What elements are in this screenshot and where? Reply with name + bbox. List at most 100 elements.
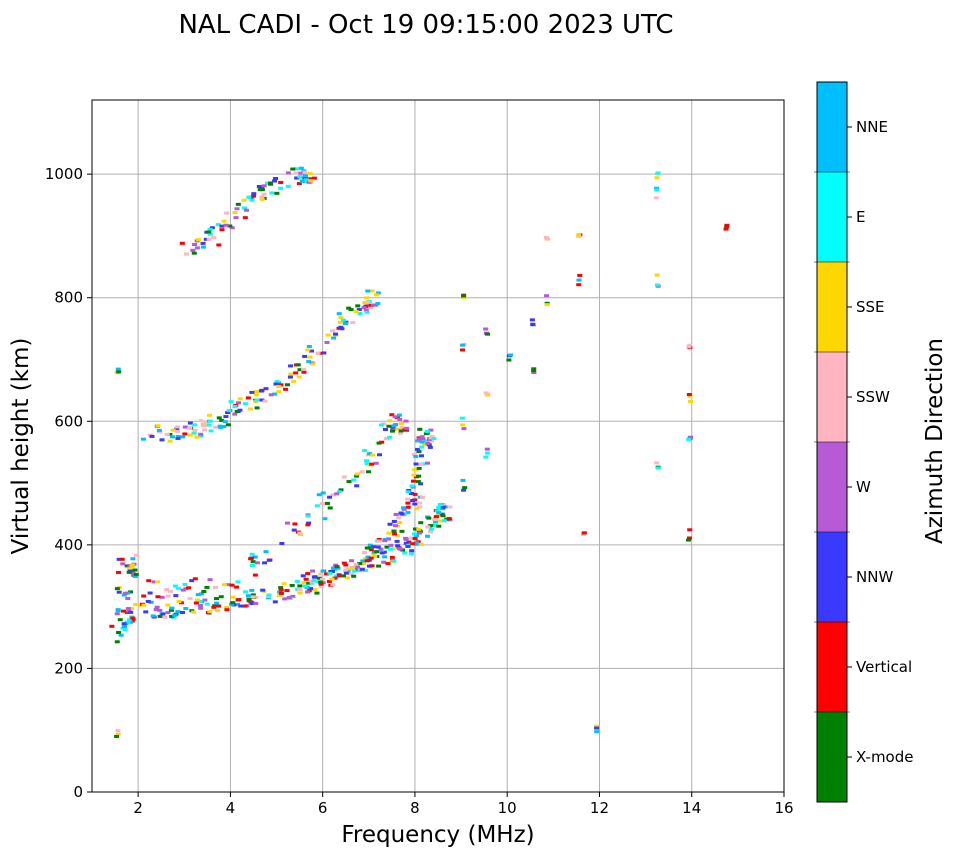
data-point	[370, 303, 376, 307]
data-point	[223, 415, 229, 419]
data-point	[306, 344, 312, 348]
data-point	[167, 432, 173, 436]
y-tick-label: 0	[73, 783, 83, 801]
data-point	[398, 421, 404, 425]
data-point	[219, 418, 225, 422]
data-point	[237, 397, 243, 401]
data-point	[321, 351, 327, 355]
data-point	[291, 379, 297, 383]
data-point	[687, 343, 693, 347]
data-point	[243, 208, 249, 212]
data-point	[298, 166, 304, 170]
data-point	[115, 608, 121, 612]
data-point	[232, 211, 238, 215]
data-point	[423, 432, 429, 436]
data-point	[116, 631, 122, 635]
data-point	[198, 606, 204, 610]
data-point	[120, 562, 126, 566]
data-point	[303, 577, 309, 581]
data-point	[369, 289, 375, 293]
data-point	[428, 524, 434, 528]
data-point	[173, 594, 179, 598]
plot-frame	[91, 99, 785, 793]
data-point	[329, 569, 335, 573]
data-point	[274, 380, 280, 384]
data-point	[382, 555, 388, 559]
data-point	[483, 327, 489, 331]
data-point	[351, 478, 357, 482]
data-point	[461, 294, 467, 298]
data-point	[274, 191, 280, 195]
data-point	[686, 536, 692, 540]
data-point	[301, 370, 307, 374]
data-point	[396, 516, 402, 520]
data-point	[314, 504, 320, 508]
data-point	[243, 590, 249, 594]
data-point	[120, 626, 126, 630]
data-point	[422, 443, 428, 447]
colorbar-tick-label: E	[856, 208, 865, 226]
data-point	[249, 390, 255, 394]
data-point	[342, 322, 348, 326]
data-point	[249, 198, 255, 202]
data-point	[262, 561, 268, 565]
y-tick-label: 400	[54, 536, 83, 554]
data-point	[212, 585, 218, 589]
data-point	[130, 572, 136, 576]
data-point	[154, 605, 160, 609]
data-point	[361, 551, 367, 555]
data-point	[297, 531, 303, 535]
data-point	[327, 571, 333, 575]
data-point	[351, 574, 357, 578]
data-point	[402, 551, 408, 555]
x-tick-label: 12	[590, 799, 609, 817]
data-point	[354, 484, 360, 488]
data-point	[175, 610, 181, 614]
data-point	[207, 413, 213, 417]
data-point	[413, 534, 419, 538]
data-point	[365, 555, 371, 559]
data-point	[389, 413, 395, 417]
data-point	[170, 428, 176, 432]
data-point	[373, 461, 379, 465]
data-point	[302, 170, 308, 174]
data-point	[310, 362, 316, 366]
data-point	[688, 400, 694, 404]
data-point	[263, 387, 269, 391]
colorbar-tick-label: Vertical	[856, 658, 912, 676]
data-point	[279, 541, 285, 545]
data-point	[296, 182, 302, 186]
data-point	[434, 509, 440, 513]
data-point	[401, 506, 407, 510]
data-point	[381, 560, 387, 564]
data-point	[211, 605, 217, 609]
data-point	[169, 606, 175, 610]
data-point	[290, 594, 296, 598]
data-point	[386, 435, 392, 439]
data-point	[206, 230, 212, 234]
data-point	[253, 393, 259, 397]
data-point	[264, 181, 270, 185]
data-point	[198, 419, 204, 423]
data-point	[411, 453, 417, 457]
data-point	[415, 480, 421, 484]
data-point	[266, 558, 272, 562]
data-point	[290, 167, 296, 171]
data-point	[302, 176, 308, 180]
data-point	[433, 515, 439, 519]
data-point	[399, 529, 405, 533]
data-point	[230, 595, 236, 599]
data-point	[350, 321, 356, 325]
data-point	[308, 587, 314, 591]
data-point	[207, 227, 213, 231]
data-point	[324, 572, 330, 576]
data-point	[234, 207, 240, 211]
data-point	[390, 547, 396, 551]
data-point	[428, 527, 434, 531]
data-point	[341, 475, 347, 479]
data-point	[386, 531, 392, 535]
data-point	[461, 295, 467, 299]
data-point	[288, 364, 294, 368]
data-point	[529, 318, 535, 322]
data-point	[201, 590, 207, 594]
